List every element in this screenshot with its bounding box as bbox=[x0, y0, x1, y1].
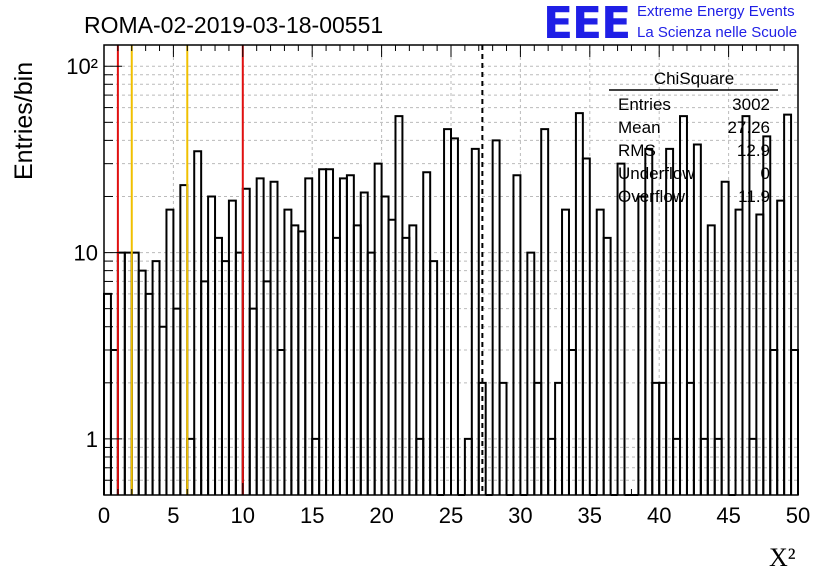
histogram-bin bbox=[359, 191, 369, 495]
histogram-bin bbox=[567, 349, 577, 495]
histogram-bin bbox=[193, 150, 203, 495]
axis-ticks: 0 5 10 15 20 25 30 35 40 45 50 1 10 10² bbox=[66, 45, 810, 528]
x-axis-label: X² bbox=[769, 543, 796, 572]
stats-value-mean: 27.26 bbox=[727, 118, 770, 137]
histogram-bin bbox=[755, 213, 765, 495]
x-tick-label: 25 bbox=[439, 503, 463, 528]
histogram-bin bbox=[408, 224, 418, 495]
histogram-bin bbox=[207, 195, 217, 495]
stats-label-underflow: Underflow bbox=[618, 164, 695, 183]
x-tick-label: 20 bbox=[369, 503, 393, 528]
histogram-bin bbox=[679, 115, 688, 495]
histogram-bin bbox=[394, 115, 404, 495]
stats-value-rms: 12.9 bbox=[737, 141, 770, 160]
histogram-bin bbox=[644, 147, 654, 495]
histogram-bin bbox=[123, 251, 133, 495]
histogram-bin bbox=[200, 280, 210, 495]
histogram-bin bbox=[103, 292, 112, 495]
histogram-bin bbox=[602, 236, 612, 495]
y-tick-label: 10² bbox=[66, 54, 98, 79]
x-tick-label: 10 bbox=[231, 503, 255, 528]
histogram-bin bbox=[214, 236, 223, 495]
logo-line-2: La Scienza nelle Scuole bbox=[637, 24, 798, 41]
histogram-bin bbox=[172, 307, 182, 495]
histogram-bin bbox=[790, 349, 799, 495]
histogram-bin bbox=[241, 187, 251, 495]
stats-value-entries: 3002 bbox=[732, 95, 770, 114]
histogram-bin bbox=[540, 128, 550, 495]
stats-label-mean: Mean bbox=[618, 118, 661, 137]
histogram-bin bbox=[581, 157, 591, 495]
histogram-bin bbox=[783, 113, 793, 495]
histogram-bin bbox=[373, 162, 383, 495]
histogram-bin bbox=[304, 177, 314, 495]
histogram-bin bbox=[692, 143, 702, 495]
histogram-bin bbox=[422, 171, 432, 495]
histogram-bin bbox=[318, 168, 328, 495]
histogram-bin bbox=[116, 251, 126, 495]
histogram-bin bbox=[776, 199, 786, 495]
histogram-bin bbox=[262, 280, 272, 495]
histogram-bin bbox=[401, 236, 411, 495]
y-tick-label: 10 bbox=[74, 241, 98, 266]
histogram-bin bbox=[637, 195, 647, 495]
histogram-bin bbox=[616, 162, 626, 495]
stats-value-underflow: 0 bbox=[761, 164, 770, 183]
histogram-bin bbox=[144, 292, 154, 495]
histogram-bin bbox=[179, 184, 189, 495]
histogram-bin bbox=[290, 224, 300, 495]
histogram-bin bbox=[366, 251, 376, 495]
histogram-bin bbox=[332, 236, 341, 495]
histogram-bin bbox=[151, 260, 161, 495]
histogram-bin bbox=[470, 147, 480, 495]
eee-logo: EEE bbox=[543, 0, 631, 49]
histogram-bin bbox=[227, 199, 237, 495]
histogram-bin bbox=[429, 260, 439, 495]
threshold-lines bbox=[116, 45, 484, 495]
logo-line-1: Extreme Energy Events bbox=[637, 3, 795, 20]
histogram-bin bbox=[109, 349, 119, 495]
histogram-bin bbox=[130, 251, 140, 495]
histogram-bin bbox=[220, 260, 230, 495]
histogram-bin bbox=[352, 224, 362, 495]
x-tick-label: 50 bbox=[786, 503, 810, 528]
histogram-bin bbox=[574, 112, 584, 495]
stats-label-entries: Entries bbox=[618, 95, 671, 114]
stats-label-rms: RMS bbox=[618, 141, 656, 160]
chart-title: ROMA-02-2019-03-18-00551 bbox=[84, 12, 383, 38]
x-tick-label: 30 bbox=[508, 503, 532, 528]
histogram-bin bbox=[665, 147, 675, 495]
stats-label-overflow: Overflow bbox=[618, 187, 686, 206]
histogram-bin bbox=[276, 349, 286, 495]
histogram-bin bbox=[498, 381, 508, 495]
histogram-bin bbox=[158, 325, 168, 495]
stats-title: ChiSquare bbox=[654, 69, 734, 88]
x-tick-label: 5 bbox=[167, 503, 179, 528]
histogram-bin bbox=[248, 307, 258, 495]
histogram-bin bbox=[380, 195, 390, 495]
y-tick-label: 1 bbox=[86, 427, 98, 452]
histogram-bin bbox=[491, 139, 501, 495]
stats-box: ChiSquare Entries 3002 Mean 27.26 RMS 12… bbox=[609, 69, 778, 206]
y-axis-label: Entries/bin bbox=[10, 62, 38, 180]
x-tick-label: 0 bbox=[98, 503, 110, 528]
histogram-bin bbox=[450, 137, 459, 495]
histogram-bin bbox=[512, 174, 522, 495]
histogram-bin bbox=[769, 349, 779, 495]
histogram-bin bbox=[741, 115, 751, 495]
x-tick-label: 45 bbox=[716, 503, 740, 528]
x-tick-label: 15 bbox=[300, 503, 324, 528]
histogram-bin bbox=[269, 180, 279, 495]
histogram-bin bbox=[720, 180, 730, 495]
stats-value-overflow: 11.9 bbox=[738, 187, 770, 206]
histogram-bin bbox=[706, 224, 716, 495]
histogram-bin bbox=[762, 135, 772, 495]
histogram-bin bbox=[325, 168, 335, 495]
x-tick-label: 40 bbox=[647, 503, 671, 528]
histogram-bin bbox=[234, 251, 244, 495]
x-tick-label: 35 bbox=[578, 503, 602, 528]
histogram-bin bbox=[526, 251, 536, 495]
histogram-bin bbox=[443, 128, 452, 495]
